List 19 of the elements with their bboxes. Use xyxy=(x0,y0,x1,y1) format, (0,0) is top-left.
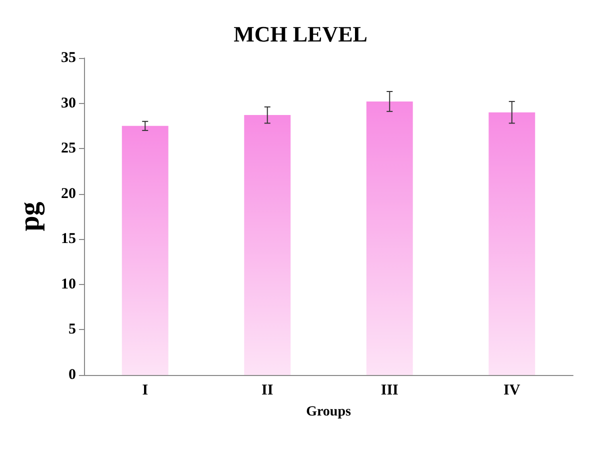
x-tick-label: IV xyxy=(504,382,520,398)
y-tick-label: 20 xyxy=(61,186,76,202)
x-tick-label: III xyxy=(380,382,399,398)
bar xyxy=(122,126,168,375)
bar xyxy=(244,115,291,375)
chart-title: MCH LEVEL xyxy=(234,22,368,46)
y-tick-label: 35 xyxy=(61,50,76,66)
y-tick-label: 5 xyxy=(68,322,76,338)
bar xyxy=(366,101,413,375)
y-axis-title: pg xyxy=(14,202,46,232)
y-tick-label: 15 xyxy=(61,231,76,248)
y-tick-label: 10 xyxy=(61,276,76,292)
x-tick-label: II xyxy=(262,382,274,398)
x-axis-title: Groups xyxy=(306,404,352,420)
bar xyxy=(488,112,536,375)
x-tick-label: I xyxy=(142,382,148,398)
y-tick-label: 0 xyxy=(68,367,76,383)
y-tick-label: 25 xyxy=(61,140,76,157)
y-tick-label: 30 xyxy=(61,95,76,112)
